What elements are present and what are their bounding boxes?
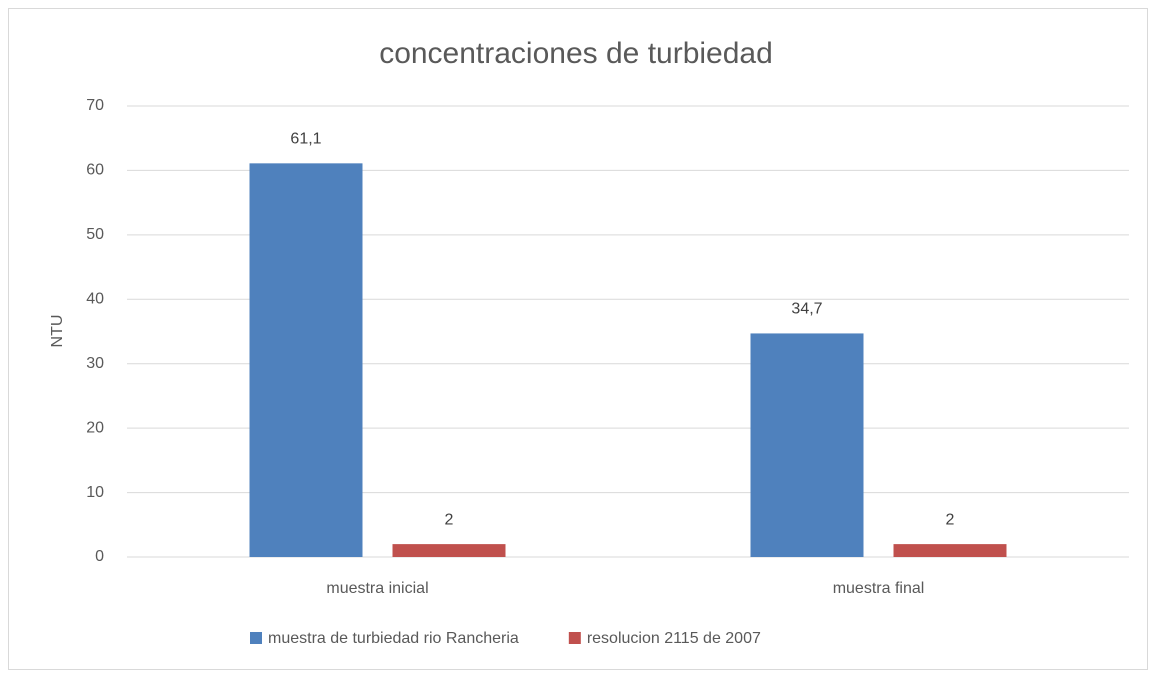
chart-title: concentraciones de turbiedad bbox=[379, 37, 773, 70]
bar bbox=[392, 544, 506, 557]
bar bbox=[249, 163, 363, 557]
legend-label: muestra de turbiedad rio Rancheria bbox=[268, 630, 519, 647]
legend-swatch bbox=[250, 632, 262, 644]
y-tick-label: 30 bbox=[86, 355, 104, 372]
y-tick-label: 70 bbox=[86, 97, 104, 114]
y-tick-label: 10 bbox=[86, 484, 104, 501]
y-tick-label: 20 bbox=[86, 419, 104, 436]
data-label: 61,1 bbox=[290, 131, 321, 148]
data-label: 2 bbox=[445, 511, 454, 528]
y-tick-label: 0 bbox=[95, 548, 104, 565]
bar bbox=[750, 333, 864, 557]
legend-swatch bbox=[568, 632, 581, 644]
data-label: 34,7 bbox=[791, 301, 822, 318]
y-tick-label: 40 bbox=[86, 291, 104, 308]
y-tick-label: 50 bbox=[86, 226, 104, 243]
y-tick-label: 60 bbox=[86, 162, 104, 179]
y-axis-label: NTU bbox=[49, 315, 66, 348]
bar bbox=[893, 544, 1007, 557]
legend-label: resolucion 2115 de 2007 bbox=[587, 630, 761, 647]
data-label: 2 bbox=[946, 511, 955, 528]
x-tick-label: muestra final bbox=[833, 580, 925, 597]
x-tick-label: muestra inicial bbox=[326, 580, 428, 597]
chart-frame bbox=[8, 8, 1148, 670]
